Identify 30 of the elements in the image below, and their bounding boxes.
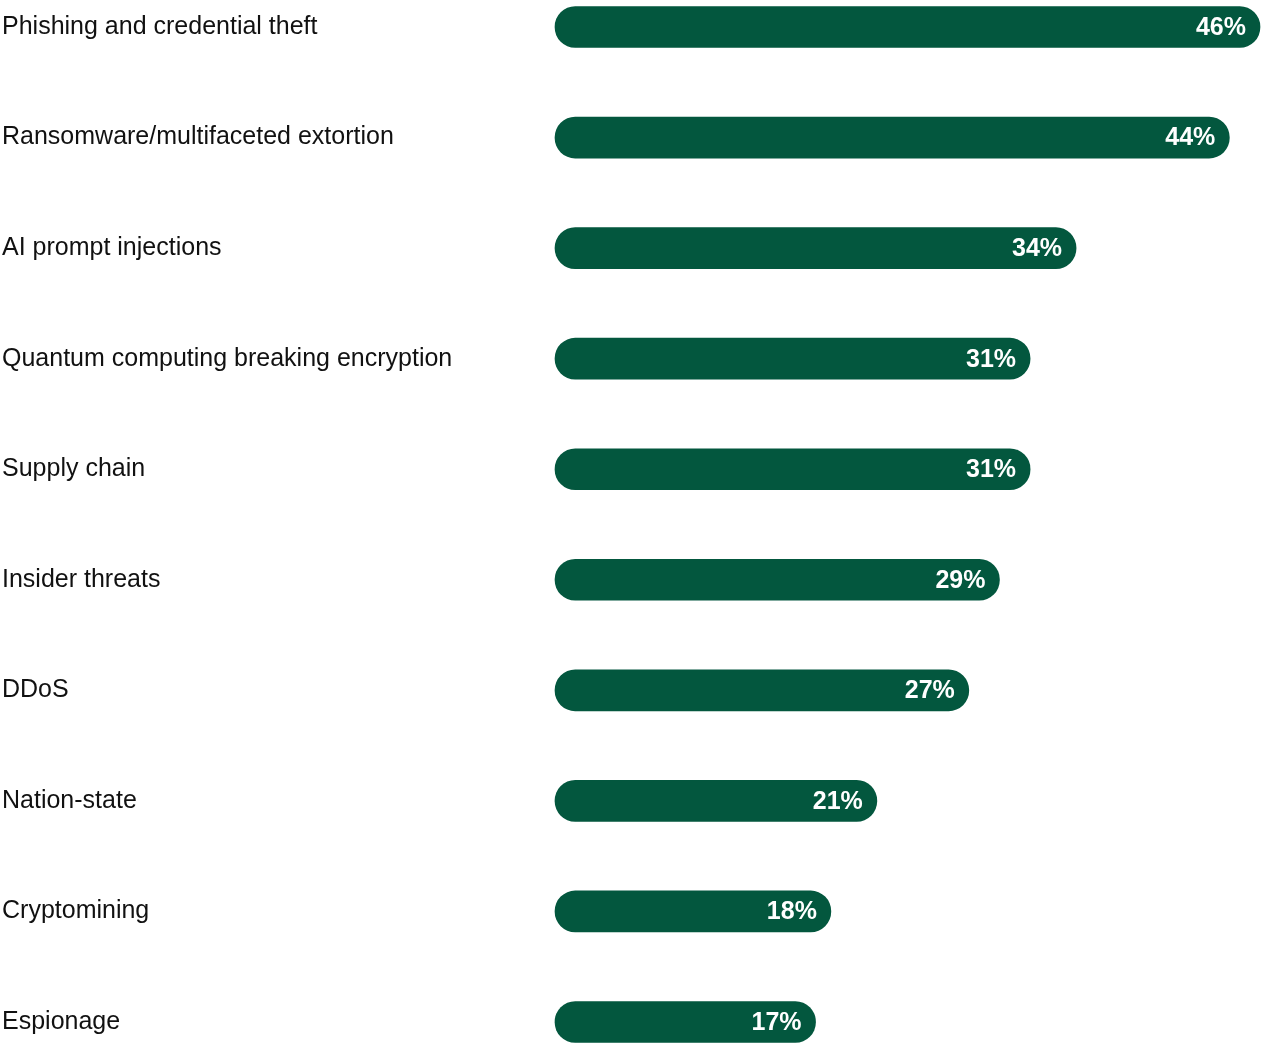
data-label: 17%	[751, 1006, 802, 1035]
bar	[554, 6, 1261, 48]
data-label: 21%	[812, 785, 863, 814]
data-label: 44%	[1165, 122, 1216, 151]
y-tick-label: Quantum computing breaking encryption	[2, 342, 453, 371]
bar	[554, 227, 1077, 269]
data-label: 31%	[966, 343, 1017, 372]
bar	[554, 116, 1230, 159]
y-tick-label: Phishing and credential theft	[2, 10, 318, 39]
y-tick-label: AI prompt injections	[2, 232, 222, 260]
data-label: 46%	[1195, 11, 1246, 40]
bar	[554, 337, 1031, 380]
y-tick-label: Cryptomining	[2, 895, 150, 924]
bar	[554, 558, 1000, 601]
data-label: 31%	[966, 454, 1017, 483]
data-label: 29%	[935, 564, 986, 593]
bar	[554, 669, 970, 712]
y-tick-label: Insider threats	[2, 563, 161, 592]
bar	[554, 448, 1031, 491]
data-label: 27%	[904, 675, 955, 704]
bar	[554, 1001, 816, 1043]
y-tick-label: Ransomware/multifaceted extortion	[2, 121, 394, 150]
data-label: 18%	[766, 896, 817, 925]
bar	[554, 780, 878, 822]
y-tick-label: Supply chain	[2, 453, 146, 482]
data-label: 34%	[1012, 233, 1063, 261]
y-tick-label: Nation-state	[2, 784, 137, 813]
y-tick-label: Espionage	[2, 1005, 121, 1034]
bar	[554, 890, 832, 933]
y-tick-label: DDoS	[2, 674, 69, 703]
